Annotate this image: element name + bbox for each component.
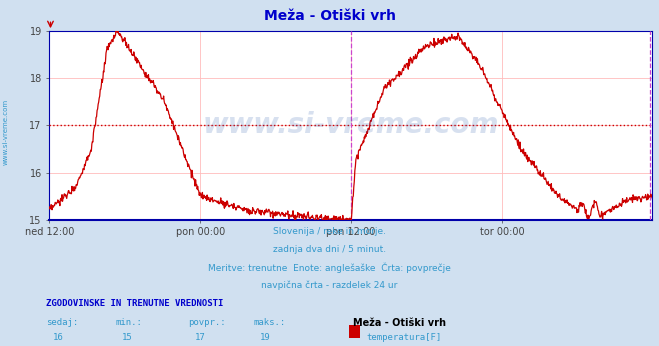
Text: 19: 19 bbox=[260, 333, 271, 342]
Text: Slovenija / reke in morje.: Slovenija / reke in morje. bbox=[273, 227, 386, 236]
Text: povpr.:: povpr.: bbox=[188, 318, 225, 327]
Text: 15: 15 bbox=[122, 333, 132, 342]
Text: www.si-vreme.com: www.si-vreme.com bbox=[203, 111, 499, 139]
Text: Meža - Otiški vrh: Meža - Otiški vrh bbox=[353, 318, 445, 328]
Text: 17: 17 bbox=[194, 333, 205, 342]
Text: temperatura[F]: temperatura[F] bbox=[366, 333, 442, 342]
Text: maks.:: maks.: bbox=[254, 318, 286, 327]
Text: www.si-vreme.com: www.si-vreme.com bbox=[2, 98, 9, 165]
Text: navpična črta - razdelek 24 ur: navpična črta - razdelek 24 ur bbox=[262, 281, 397, 290]
Text: 16: 16 bbox=[53, 333, 63, 342]
Text: sedaj:: sedaj: bbox=[46, 318, 78, 327]
Text: Meritve: trenutne  Enote: anglešaške  Črta: povprečje: Meritve: trenutne Enote: anglešaške Črta… bbox=[208, 263, 451, 273]
Text: min.:: min.: bbox=[115, 318, 142, 327]
Text: ZGODOVINSKE IN TRENUTNE VREDNOSTI: ZGODOVINSKE IN TRENUTNE VREDNOSTI bbox=[46, 299, 223, 308]
Text: Meža - Otiški vrh: Meža - Otiški vrh bbox=[264, 9, 395, 22]
Text: zadnja dva dni / 5 minut.: zadnja dva dni / 5 minut. bbox=[273, 245, 386, 254]
